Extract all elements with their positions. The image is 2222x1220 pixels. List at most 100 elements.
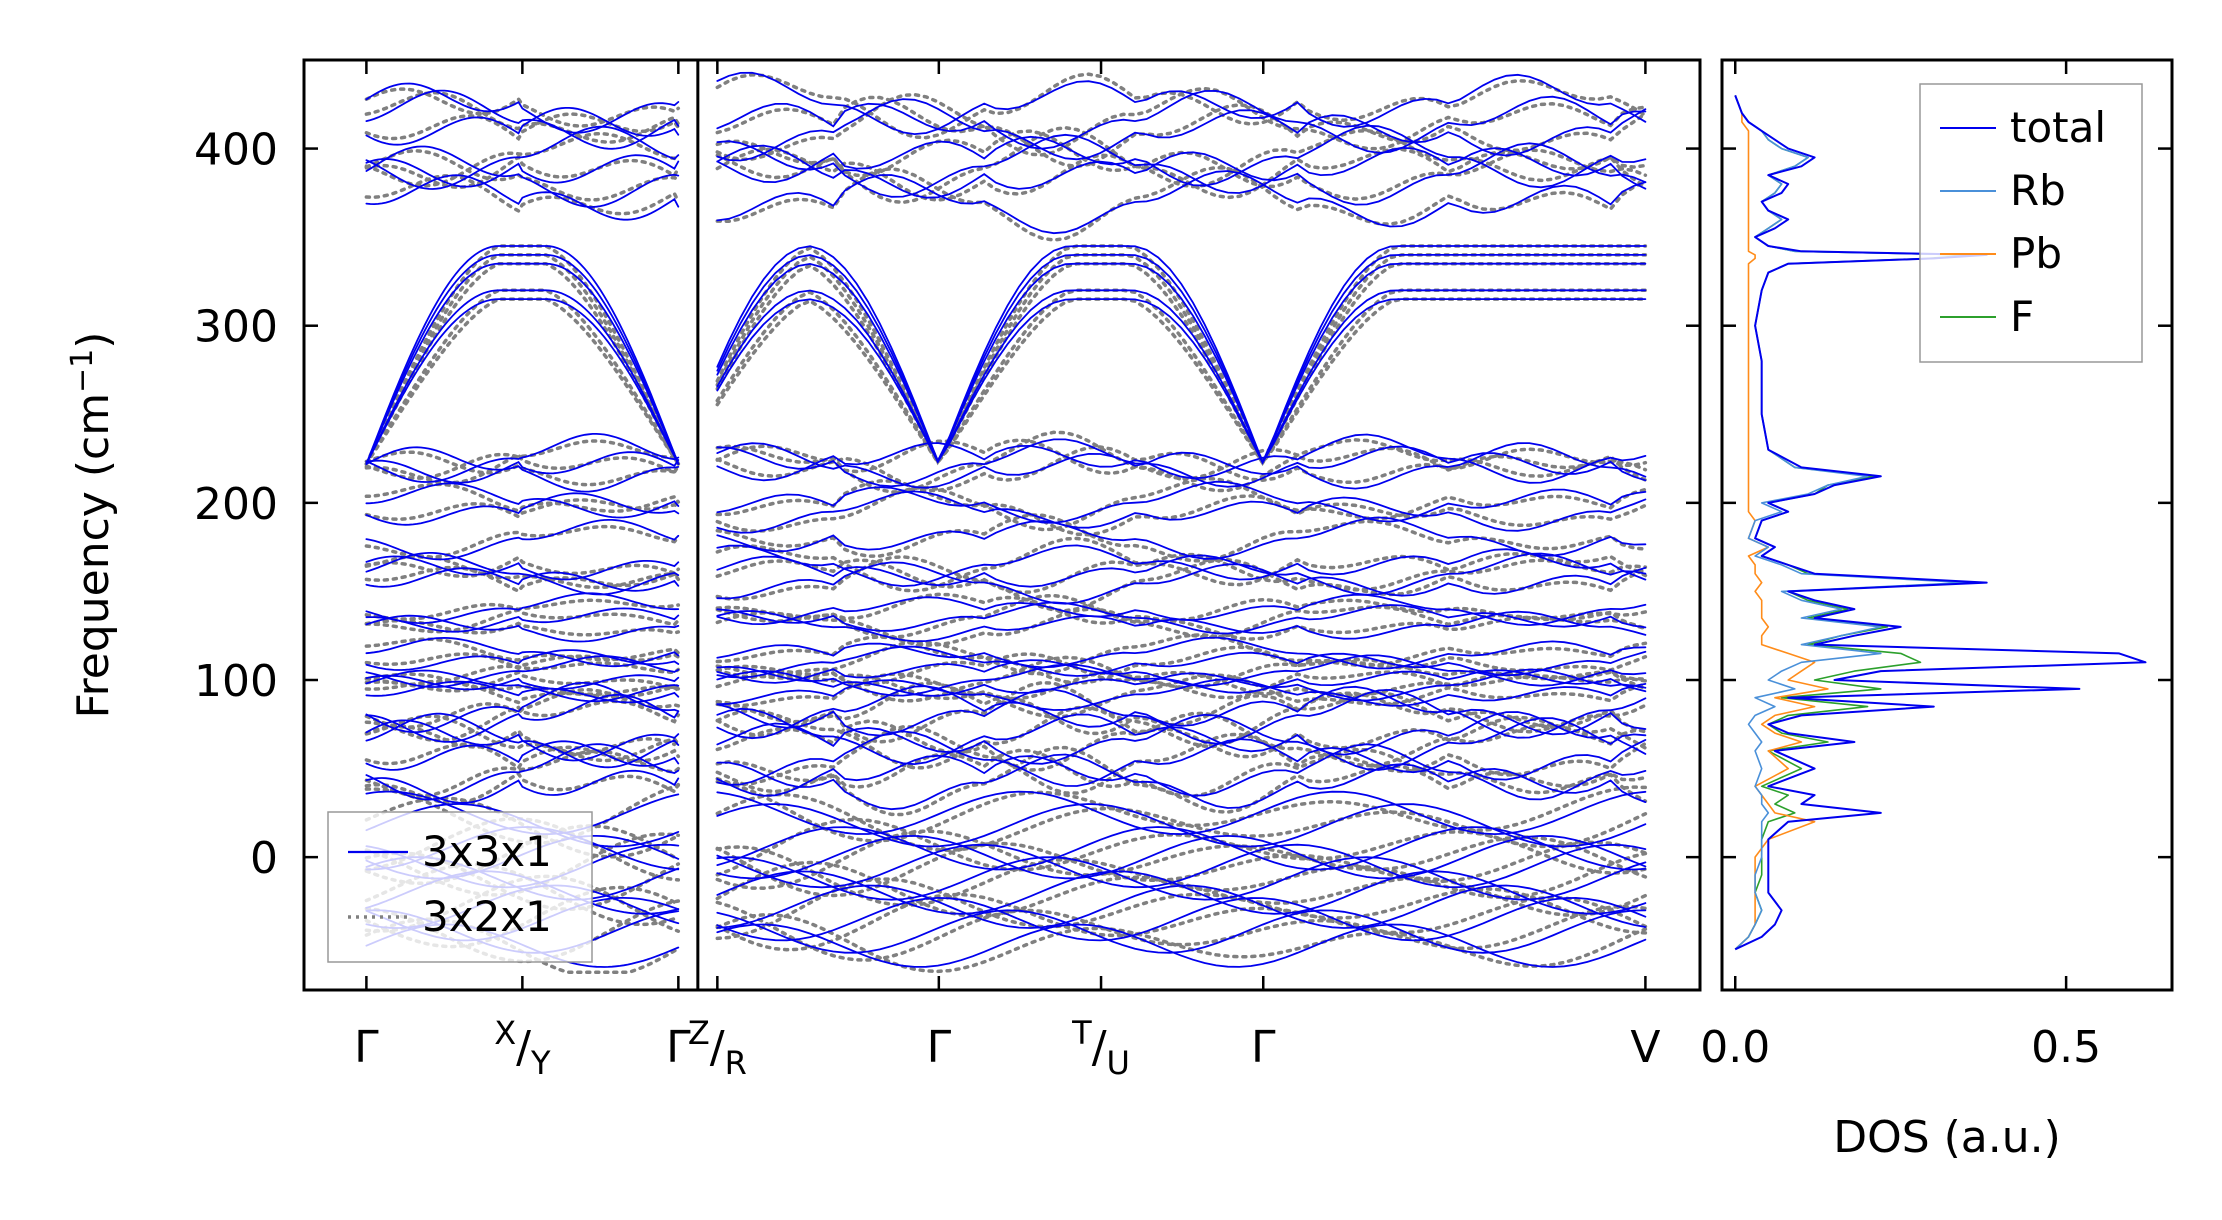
legend-bands: 3x3x1 3x2x1 — [327, 811, 593, 963]
band-3x2x1 — [715, 438, 1648, 481]
band-3x2x1 — [364, 724, 681, 756]
legend-label-total: total — [2010, 103, 2106, 152]
band-3x2x1 — [715, 711, 1648, 772]
band-3x3x1 — [365, 680, 680, 704]
x-axis-label-dos: DOS (a.u.) — [1833, 1112, 2061, 1163]
legend-dos: total Rb Pb F — [1919, 83, 2143, 363]
band-3x3x1 — [716, 262, 1647, 465]
band-3x2x1 — [715, 261, 1648, 467]
band-3x2x1 — [715, 829, 1648, 890]
band-3x2x1 — [715, 792, 1648, 853]
band-3x3x1 — [365, 519, 680, 561]
y-tick-label: 0 — [250, 833, 278, 884]
svg-text:Frequency (cm−1): Frequency (cm−1) — [65, 332, 119, 719]
band-3x3x1 — [365, 89, 680, 150]
kpoint-label: Γ — [666, 1022, 691, 1073]
band-3x2x1 — [364, 439, 681, 480]
y-axis-label-text: Frequency (cm — [68, 393, 119, 719]
band-3x3x1 — [716, 909, 1647, 954]
band-3x2x1 — [364, 598, 681, 621]
band-3x3x1 — [716, 71, 1647, 136]
band-3x3x1 — [365, 107, 680, 146]
band-3x2x1 — [715, 900, 1648, 962]
band-3x3x1 — [716, 245, 1647, 465]
kpoint-label: Γ — [927, 1022, 952, 1073]
band-3x2x1 — [364, 742, 681, 771]
band-3x3x1 — [716, 516, 1647, 560]
band-3x3x1 — [716, 730, 1647, 787]
band-3x3x1 — [365, 655, 680, 688]
band-3x3x1 — [716, 98, 1647, 162]
band-3x3x1 — [716, 254, 1647, 465]
band-3x3x1 — [716, 298, 1647, 465]
band-3x3x1 — [716, 685, 1647, 740]
band-3x3x1 — [716, 678, 1647, 711]
band-3x2x1 — [364, 91, 681, 144]
band-3x3x1 — [365, 82, 680, 134]
band-3x3x1 — [716, 561, 1647, 605]
band-3x3x1 — [716, 124, 1647, 189]
band-3x2x1 — [715, 633, 1648, 676]
band-3x3x1 — [716, 743, 1647, 801]
band-3x2x1 — [364, 608, 681, 634]
band-3x3x1 — [716, 663, 1647, 697]
y-tick-label: 200 — [194, 479, 278, 530]
band-3x3x1 — [365, 674, 680, 691]
band-3x3x1 — [716, 688, 1647, 745]
band-3x3x1 — [365, 492, 680, 526]
kpoint-label: Γ — [1251, 1022, 1276, 1073]
band-3x2x1 — [715, 670, 1648, 701]
band-3x3x1 — [365, 245, 680, 465]
band-3x2x1 — [715, 681, 1648, 737]
band-3x3x1 — [716, 544, 1647, 588]
band-3x3x1 — [716, 289, 1647, 465]
band-3x2x1 — [364, 450, 681, 487]
band-3x2x1 — [715, 877, 1648, 941]
band-3x2x1 — [364, 112, 681, 142]
y-tick-label: 300 — [194, 302, 278, 353]
band-3x3x1 — [365, 636, 680, 668]
band-3x2x1 — [364, 555, 681, 579]
band-3x3x1 — [716, 636, 1647, 670]
legend-label-3x2x1: 3x2x1 — [422, 892, 552, 941]
band-3x3x1 — [716, 442, 1647, 490]
dos-panel: 0.0 0.5 — [1700, 58, 2174, 1073]
band-3x3x1 — [365, 298, 680, 465]
band-3x3x1 — [716, 668, 1647, 702]
kpoint-label: T/U — [1071, 1014, 1130, 1082]
band-3x3x1 — [716, 870, 1647, 915]
dos-x-tick-label: 0.0 — [1700, 1022, 1770, 1073]
band-3x2x1 — [715, 125, 1648, 205]
band-3x3x1 — [365, 125, 680, 190]
dispersion-frame — [302, 58, 1702, 992]
legend-label-rb: Rb — [2010, 166, 2066, 215]
band-3x2x1 — [364, 297, 681, 466]
band-3x3x1 — [716, 654, 1647, 687]
band-3x2x1 — [715, 892, 1648, 952]
band-3x2x1 — [715, 607, 1648, 647]
band-3x2x1 — [715, 253, 1648, 467]
kpoint-label: X/Y — [494, 1014, 551, 1082]
band-3x2x1 — [715, 672, 1648, 719]
legend-label-3x3x1: 3x3x1 — [422, 827, 552, 876]
band-3x2x1 — [364, 672, 681, 696]
band-3x3x1 — [365, 649, 680, 671]
band-3x2x1 — [364, 565, 681, 594]
band-3x3x1 — [365, 433, 680, 483]
band-3x2x1 — [364, 524, 681, 560]
band-3x3x1 — [365, 482, 680, 519]
dos-frame — [1720, 58, 2174, 992]
band-3x2x1 — [364, 131, 681, 188]
band-3x3x1 — [365, 743, 680, 801]
band-3x3x1 — [716, 790, 1647, 836]
band-3x3x1 — [365, 592, 680, 625]
band-3x2x1 — [715, 555, 1648, 613]
band-3x3x1 — [716, 438, 1647, 488]
band-3x2x1 — [715, 430, 1648, 494]
band-3x3x1 — [365, 607, 680, 633]
band-3x3x1 — [365, 719, 680, 762]
band-3x2x1 — [364, 652, 681, 671]
band-3x3x1 — [716, 713, 1647, 771]
band-3x3x1 — [716, 552, 1647, 596]
